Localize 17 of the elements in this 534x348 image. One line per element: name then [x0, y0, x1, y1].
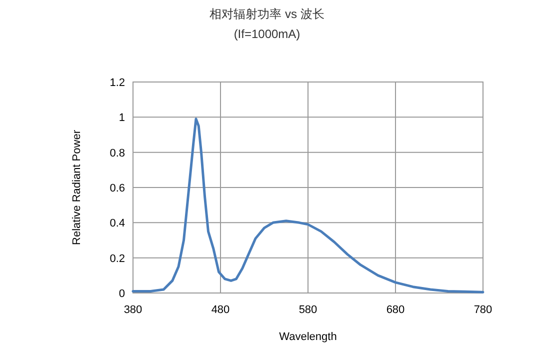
x-axis-title: Wavelength	[279, 331, 337, 343]
y-tick-label: 0	[118, 288, 125, 300]
x-tick-label: 780	[474, 304, 492, 316]
x-tick-label: 380	[124, 304, 142, 316]
x-tick-label: 480	[211, 304, 230, 316]
x-tick-label: 680	[386, 304, 405, 316]
y-tick-label: 0.6	[110, 182, 125, 194]
y-tick-label: 1.2	[110, 77, 125, 89]
y-tick-label: 1	[118, 112, 125, 124]
chart-subtitle: (If=1000mA)	[234, 27, 300, 41]
y-tick-label: 0.4	[110, 218, 125, 230]
x-tick-label: 580	[298, 304, 318, 316]
y-tick-label: 0.8	[110, 147, 125, 160]
y-axis-title: Relative Radiant Power	[71, 130, 83, 245]
line-series	[132, 118, 484, 294]
y-tick-label: 0.2	[110, 252, 125, 265]
chart-title: 相对辐射功率 vs 波长	[210, 7, 324, 21]
